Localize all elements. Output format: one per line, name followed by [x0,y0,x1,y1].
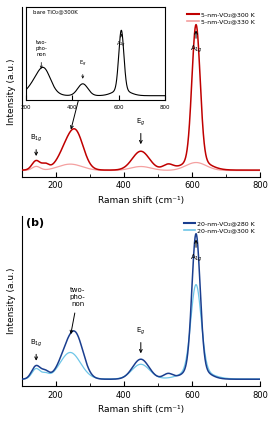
Text: two-
pho-
non: two- pho- non [70,288,86,333]
Text: E$_g$: E$_g$ [136,116,145,143]
Text: E$_g$: E$_g$ [136,325,145,352]
Legend: 5-nm-VO₂@300 K, 5-nm-VO₂@330 K: 5-nm-VO₂@300 K, 5-nm-VO₂@330 K [186,10,257,27]
Text: (a): (a) [26,9,44,19]
Text: B$_{1g}$: B$_{1g}$ [30,133,43,155]
Y-axis label: Intensity (a.u.): Intensity (a.u.) [7,268,16,334]
Text: (b): (b) [26,218,44,228]
Text: A$_{1g}$: A$_{1g}$ [189,32,202,55]
Text: two-
pho-
non: two- pho- non [71,75,90,128]
X-axis label: Raman shift (cm⁻¹): Raman shift (cm⁻¹) [98,405,184,414]
Y-axis label: Intensity (a.u.): Intensity (a.u.) [7,59,16,125]
Text: B$_{1g}$: B$_{1g}$ [30,337,43,360]
Text: A$_{1g}$: A$_{1g}$ [189,240,202,264]
Legend: 20-nm-VO₂@280 K, 20-nm-VO₂@300 K: 20-nm-VO₂@280 K, 20-nm-VO₂@300 K [182,219,257,236]
X-axis label: Raman shift (cm⁻¹): Raman shift (cm⁻¹) [98,196,184,205]
